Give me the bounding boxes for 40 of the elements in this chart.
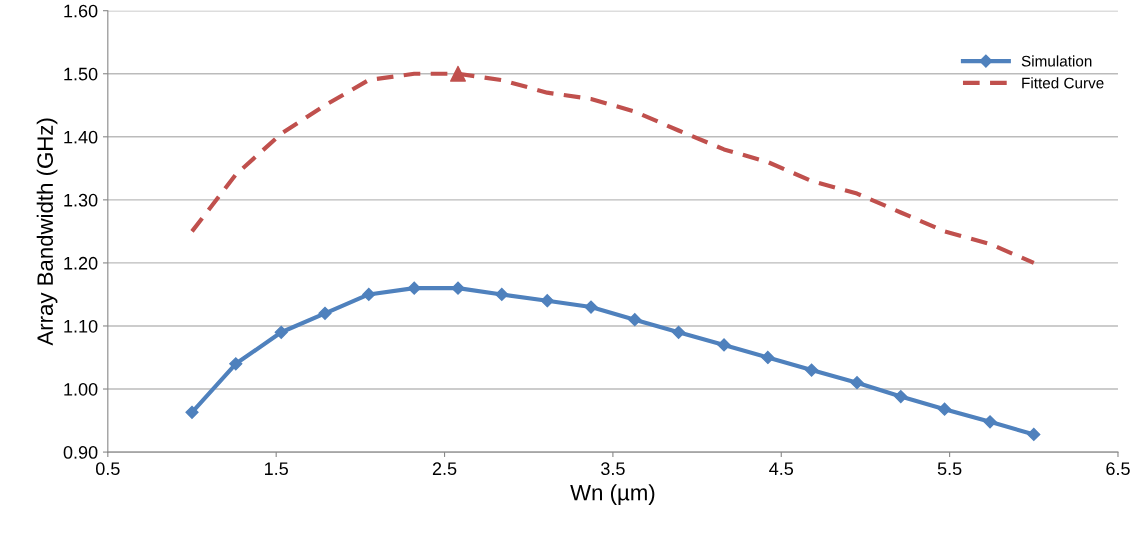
point	[717, 338, 731, 352]
point	[804, 363, 819, 377]
point	[407, 281, 421, 295]
y-tick-label: 1.40	[64, 130, 98, 144]
x-tick-label: 5.5	[937, 462, 962, 476]
legend-label: Fitted Curve	[1022, 77, 1104, 89]
point	[937, 402, 952, 416]
point	[671, 325, 686, 339]
point	[1027, 427, 1041, 442]
x-tick-label: 0.5	[95, 462, 120, 476]
point	[540, 294, 554, 308]
legend-label: Simulation	[1021, 55, 1092, 67]
point	[229, 357, 243, 371]
point	[185, 405, 199, 419]
x-axis-title: Wn (µm)	[570, 484, 655, 505]
point	[450, 65, 466, 82]
point	[761, 350, 775, 365]
x-tick-label: 4.5	[769, 462, 794, 476]
y-tick-label: 1.20	[64, 256, 98, 270]
point	[318, 306, 332, 320]
x-tick-label: 1.5	[265, 462, 288, 476]
point	[362, 287, 376, 302]
x-tick-label: 6.5	[1106, 462, 1130, 476]
point	[894, 389, 908, 404]
y-tick-label: 1.10	[64, 319, 98, 333]
y-tick-label: 1.50	[64, 67, 98, 81]
y-tick-label: 1.60	[64, 4, 98, 18]
point	[451, 281, 465, 295]
point	[628, 313, 642, 327]
y-tick-label: 1.00	[64, 382, 98, 396]
y-axis-title: Array Bandwidth (GHz)	[36, 118, 58, 346]
y-tick-label: 0.90	[63, 446, 98, 459]
x-tick-label: 2.5	[432, 462, 457, 476]
point	[584, 300, 598, 314]
x-tick-label: 3.5	[601, 462, 625, 476]
point	[983, 415, 997, 429]
point	[495, 287, 509, 302]
point	[274, 325, 288, 339]
point	[850, 376, 864, 390]
y-tick-label: 1.30	[64, 193, 98, 207]
